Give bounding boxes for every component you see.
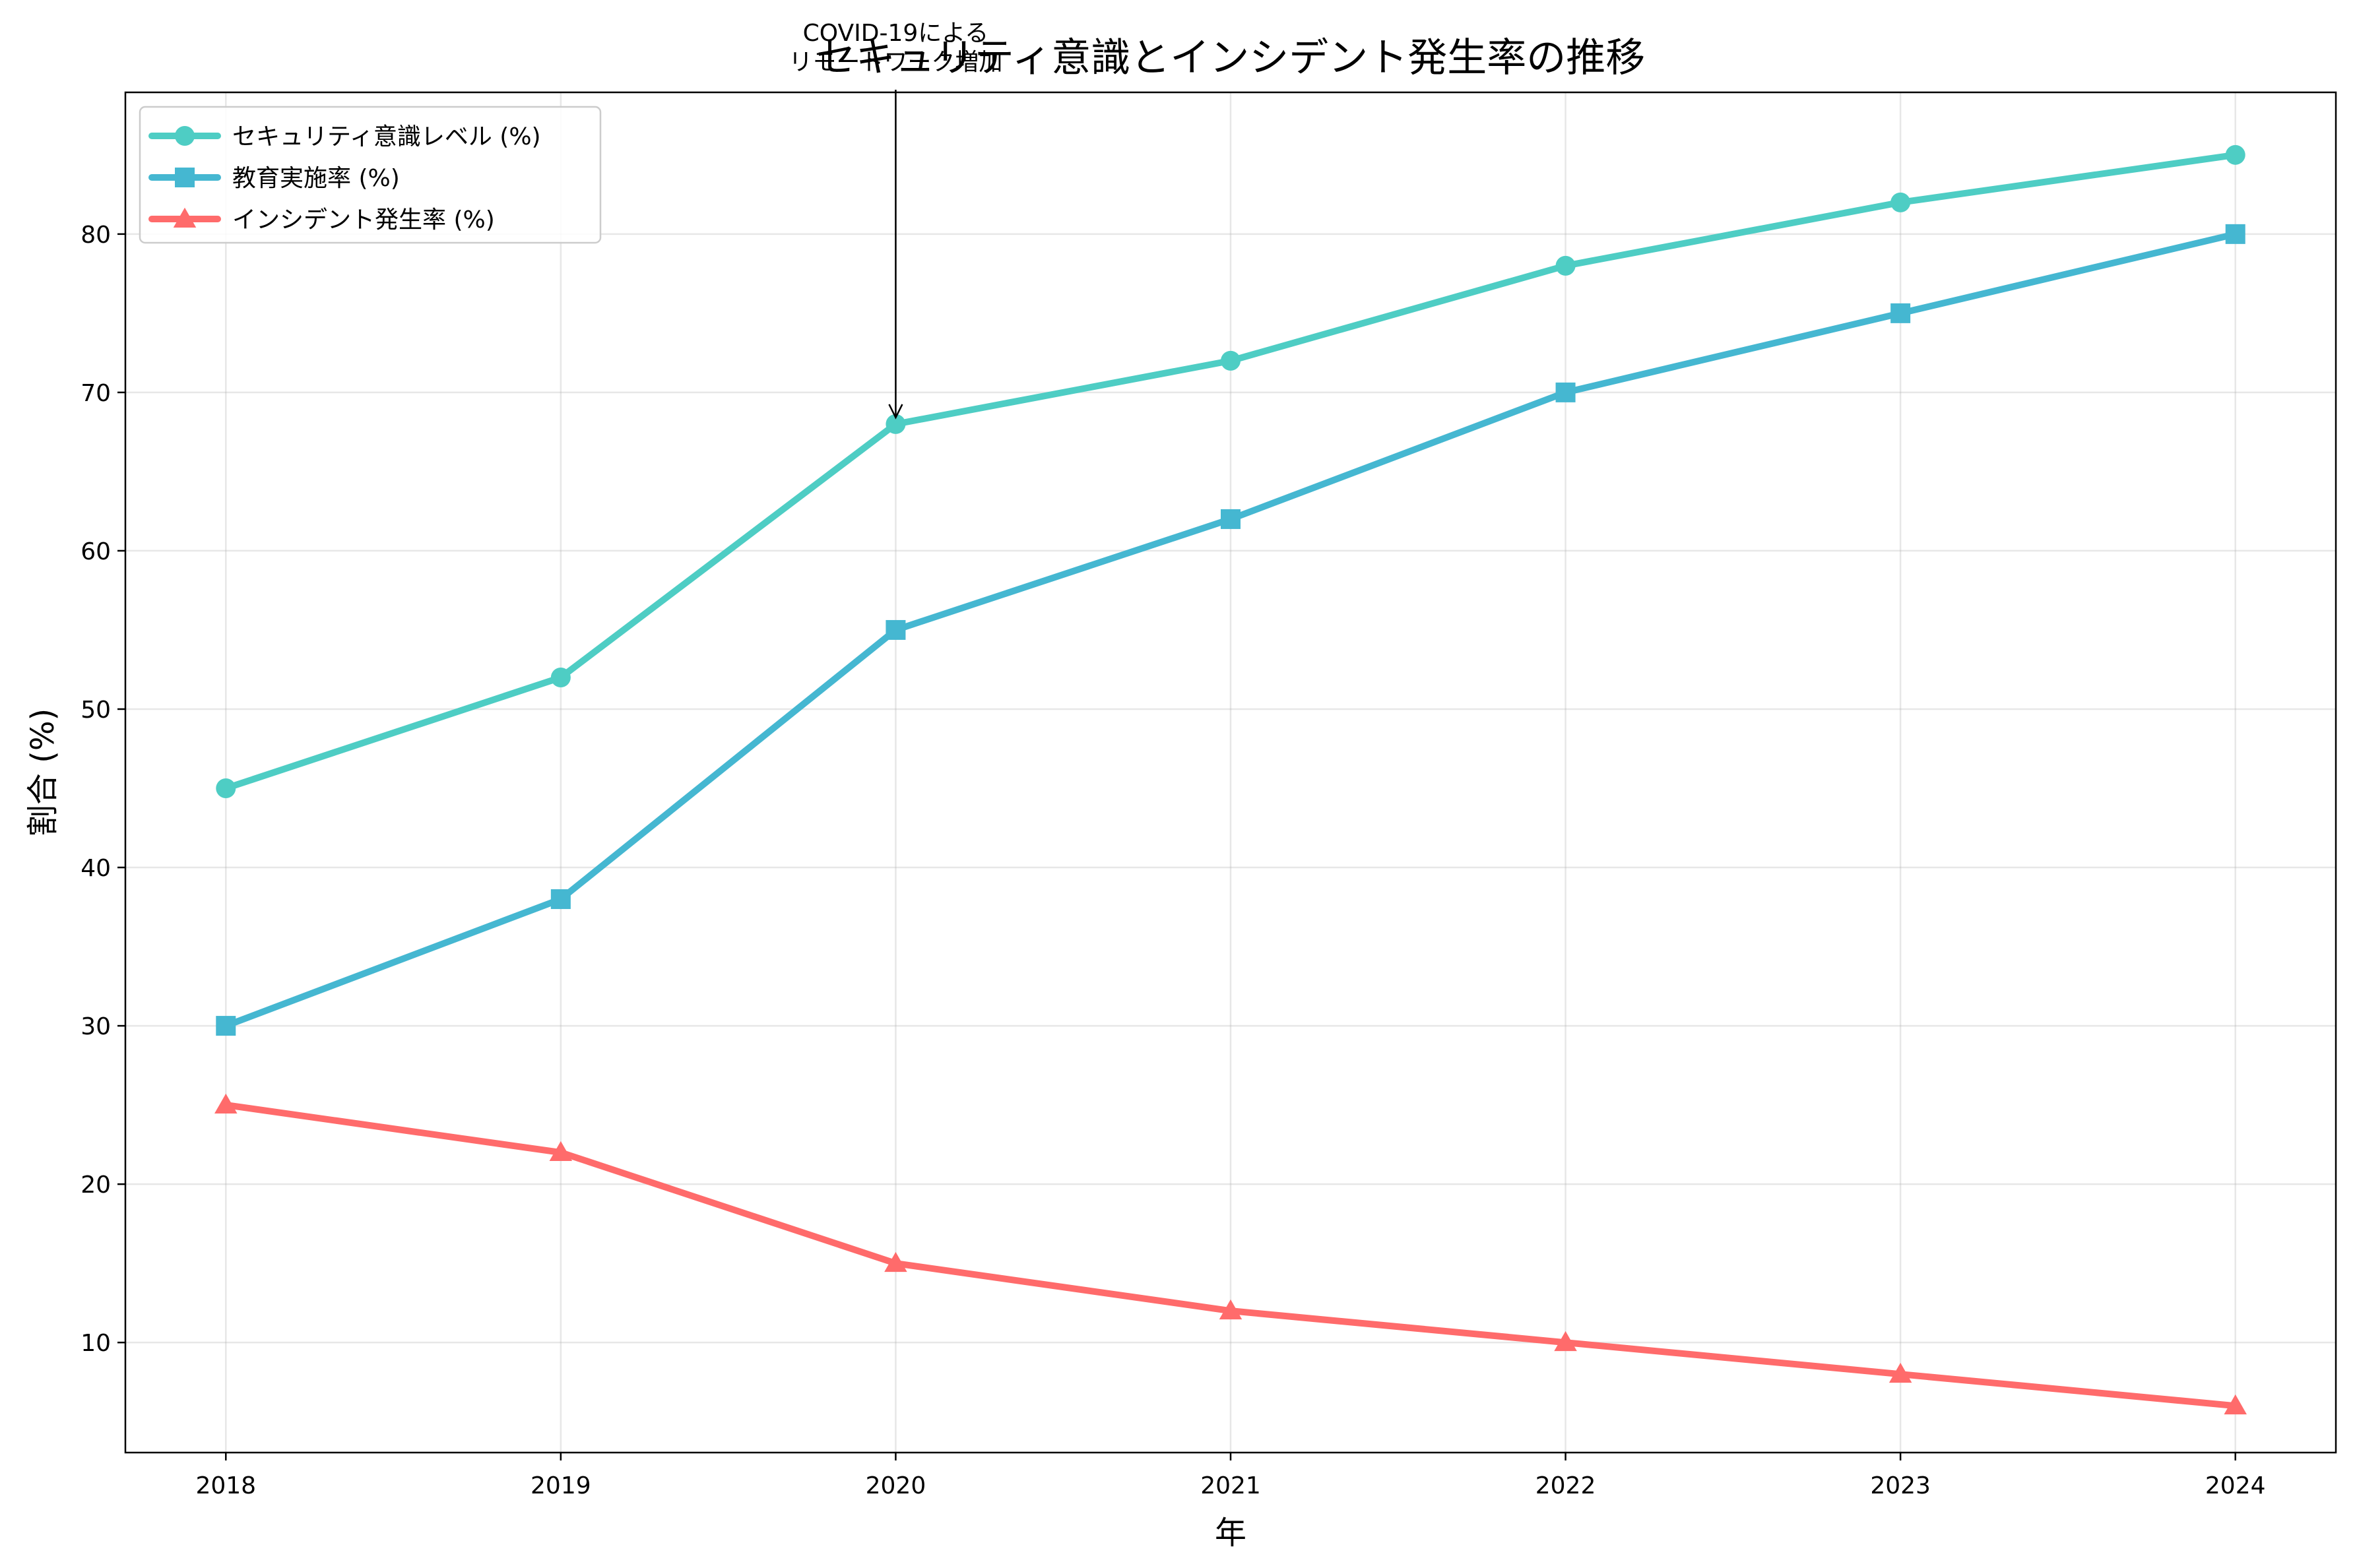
data-point-s2 <box>1221 509 1241 529</box>
data-point-s1 <box>886 414 906 434</box>
data-point-s2 <box>550 889 571 910</box>
y-tick-label: 50 <box>81 697 111 724</box>
data-point-s2 <box>1890 303 1911 323</box>
x-tick-label: 2020 <box>866 1472 926 1499</box>
data-point-s1 <box>1555 255 1576 276</box>
annotation-text: COVID-19による <box>803 20 989 47</box>
x-tick-label: 2022 <box>1535 1472 1596 1499</box>
data-point-s2 <box>1555 382 1576 402</box>
data-point-s2 <box>216 1016 236 1036</box>
x-tick-label: 2019 <box>531 1472 591 1499</box>
data-point-s3 <box>214 1093 238 1114</box>
data-point-s2 <box>2225 224 2245 244</box>
legend-marker-1 <box>175 126 195 146</box>
x-tick-label: 2023 <box>1870 1472 1931 1499</box>
data-point-s3 <box>884 1251 907 1272</box>
data-point-s2 <box>886 619 906 640</box>
y-tick-label: 40 <box>81 855 111 882</box>
x-tick-label: 2021 <box>1200 1472 1261 1499</box>
legend-marker-3 <box>173 207 197 228</box>
x-tick-label: 2024 <box>2205 1472 2266 1499</box>
data-point-s1 <box>550 667 571 687</box>
y-tick-label: 10 <box>81 1330 111 1357</box>
legend-box <box>139 106 602 244</box>
y-tick-label: 30 <box>81 1013 111 1040</box>
y-tick-label: 80 <box>81 222 111 249</box>
chart-title: セキュリティ意識とインシデント発生率の推移 <box>816 35 1645 81</box>
legend-label-2: 教育実施率 (%) <box>232 165 400 192</box>
x-axis-title: 年 <box>1215 1515 1246 1552</box>
ticks <box>117 233 2236 1460</box>
legend-label-1: セキュリティ意識レベル (%) <box>232 123 541 150</box>
data-point-s3 <box>1219 1299 1242 1320</box>
legend: セキュリティ意識レベル (%) 教育実施率 (%) インシデント発生率 (%) <box>139 106 602 244</box>
annotation-arrow-head <box>888 404 903 420</box>
x-tick-label: 2018 <box>195 1472 256 1499</box>
data-point-s3 <box>1888 1362 1912 1383</box>
data-point-s3 <box>549 1141 573 1162</box>
y-axis-title: 割合 (%) <box>24 708 61 836</box>
data-point-s3 <box>2224 1394 2247 1415</box>
tick-labels: 2018 2019 2020 2021 2022 2023 2024 10 20 30 40 50 60… <box>81 222 2265 1499</box>
y-tick-label: 70 <box>81 380 111 407</box>
series-points <box>214 144 2247 1415</box>
y-tick-label: 20 <box>81 1172 111 1199</box>
data-point-s1 <box>216 778 236 799</box>
data-point-s1 <box>1890 192 1911 212</box>
y-tick-label: 60 <box>81 538 111 565</box>
annotation-text: リモートワーク増加 <box>789 49 1002 76</box>
legend-marker-2 <box>175 168 195 187</box>
data-point-s3 <box>1554 1331 1577 1352</box>
data-point-s1 <box>2225 144 2245 165</box>
legend-label-3: インシデント発生率 (%) <box>232 206 495 234</box>
data-point-s1 <box>1221 350 1241 371</box>
